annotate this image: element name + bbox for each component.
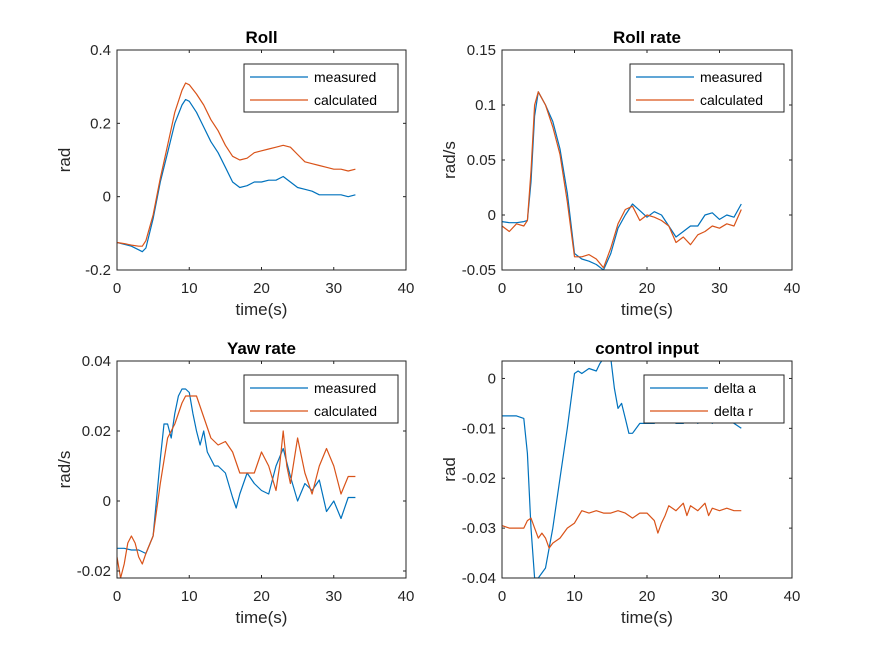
y-tick-label: 0.05	[467, 152, 496, 169]
y-tick-label: 0.15	[467, 42, 496, 59]
x-tick-label: 0	[113, 588, 121, 605]
legend-label: measured	[314, 380, 376, 396]
y-tick-label: 0	[488, 207, 496, 224]
y-tick-label: -0.02	[462, 470, 496, 487]
x-tick-label: 10	[566, 588, 583, 605]
y-tick-label: -0.05	[462, 262, 496, 279]
chart-title: control input	[595, 339, 699, 358]
x-tick-label: 40	[784, 588, 801, 605]
y-tick-label: 0.2	[90, 115, 111, 132]
legend-label: delta r	[714, 403, 753, 419]
x-tick-label: 20	[253, 280, 270, 297]
x-tick-label: 20	[639, 280, 656, 297]
legend-box	[243, 63, 399, 113]
y-tick-label: -0.04	[462, 570, 496, 587]
y-tick-label: 0.02	[82, 423, 111, 440]
series-line-calculated	[117, 395, 356, 578]
x-tick-label: 10	[181, 280, 198, 297]
y-tick-label: -0.02	[77, 563, 111, 580]
legend-label: calculated	[700, 92, 763, 108]
x-tick-label: 40	[398, 588, 415, 605]
y-tick-label: -0.01	[462, 420, 496, 437]
y-tick-label: 0	[488, 370, 496, 387]
chart-title: Roll rate	[613, 28, 681, 47]
subplot-4: 0 10 20 30 40 -0.04 -0.03 -0.02 -0.01 0 control in…	[440, 339, 800, 627]
legend-label: calculated	[314, 403, 377, 419]
x-tick-label: 0	[498, 280, 506, 297]
chart-title: Roll	[245, 28, 277, 47]
legend-box	[643, 374, 785, 424]
series-line-calculated	[117, 82, 356, 247]
legend-label: measured	[314, 69, 376, 85]
legend-label: delta a	[714, 380, 756, 396]
series-line-measured	[117, 388, 356, 555]
legend-box	[629, 63, 785, 113]
x-axis-label: time(s)	[621, 608, 673, 627]
x-tick-label: 20	[253, 588, 270, 605]
x-tick-label: 10	[181, 588, 198, 605]
x-axis-label: time(s)	[236, 608, 288, 627]
legend: measured calculated	[629, 63, 785, 113]
series-group	[502, 91, 742, 270]
x-tick-label: 40	[398, 280, 415, 297]
y-axis-label: rad/s	[55, 451, 74, 489]
y-axis-label: rad	[55, 148, 74, 173]
subplot-1: 0 10 20 30 40-0.200.20.4Rolltime(s)radmeasur…	[55, 28, 414, 319]
y-tick-label: 0.1	[475, 97, 496, 114]
series-line-delta-r	[502, 502, 742, 549]
y-tick-label: 0.04	[82, 353, 111, 370]
x-tick-label: 40	[784, 280, 801, 297]
y-axis-label: rad	[440, 457, 459, 482]
x-tick-label: 30	[325, 588, 342, 605]
series-line-calculated	[502, 91, 742, 269]
legend: measured calculated	[243, 63, 399, 113]
y-tick-label: 0	[103, 493, 111, 510]
x-axis-label: time(s)	[621, 300, 673, 319]
y-tick-label: 0.4	[90, 42, 111, 59]
x-tick-label: 10	[566, 280, 583, 297]
x-tick-label: 0	[113, 280, 121, 297]
x-axis-label: time(s)	[236, 300, 288, 319]
y-tick-label: -0.2	[85, 262, 111, 279]
chart-title: Yaw rate	[227, 339, 296, 358]
legend-label: measured	[700, 69, 762, 85]
legend: delta a delta r	[643, 374, 785, 424]
series-line-measured	[117, 98, 356, 253]
legend-box	[243, 374, 399, 424]
series-group	[117, 388, 356, 578]
legend-label: calculated	[314, 92, 377, 108]
legend: measured calculated	[243, 374, 399, 424]
series-group	[117, 82, 356, 253]
y-axis-label: rad/s	[440, 141, 459, 179]
x-tick-label: 0	[498, 588, 506, 605]
y-tick-label: -0.03	[462, 520, 496, 537]
x-tick-label: 30	[711, 280, 728, 297]
x-tick-label: 30	[325, 280, 342, 297]
x-tick-label: 20	[639, 588, 656, 605]
y-tick-label: 0	[103, 189, 111, 206]
x-tick-label: 30	[711, 588, 728, 605]
